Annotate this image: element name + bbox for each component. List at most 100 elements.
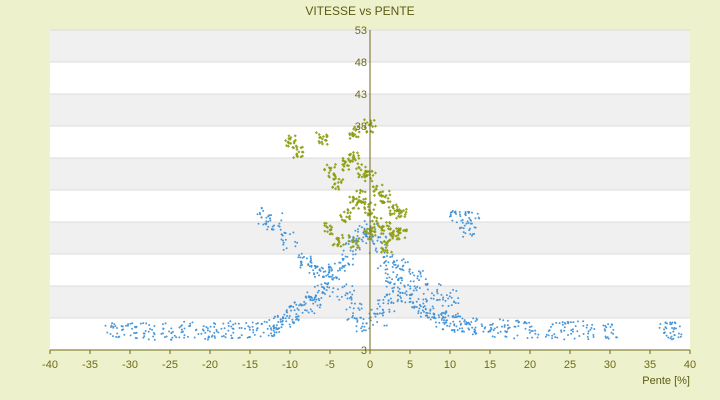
data-point-blue: [340, 266, 343, 269]
data-point-blue: [377, 236, 380, 239]
data-point-blue: [345, 242, 348, 245]
data-point-blue: [361, 330, 364, 333]
data-point-blue: [497, 332, 500, 335]
data-point-blue: [344, 294, 347, 297]
data-point-blue: [370, 308, 373, 311]
data-point-blue: [385, 264, 388, 267]
data-point-blue: [288, 316, 291, 319]
data-point-blue: [461, 327, 464, 330]
data-point-blue: [208, 330, 211, 333]
data-point-olive: [353, 125, 357, 129]
data-point-blue: [376, 320, 379, 323]
data-point-blue: [391, 255, 394, 258]
data-point-blue: [279, 318, 282, 321]
data-point-blue: [131, 327, 134, 330]
data-point-blue: [285, 309, 288, 312]
data-point-blue: [375, 247, 378, 250]
data-point-blue: [312, 298, 315, 301]
data-point-blue: [183, 320, 186, 323]
data-point-blue: [372, 242, 375, 245]
data-point-blue: [324, 270, 327, 273]
data-point-blue: [395, 259, 398, 262]
data-point-blue: [401, 265, 404, 268]
data-point-blue: [603, 328, 606, 331]
data-point-blue: [391, 265, 394, 268]
data-point-blue: [669, 337, 672, 340]
data-point-blue: [384, 243, 387, 246]
data-point-blue: [418, 279, 421, 282]
data-point-blue: [558, 322, 561, 325]
data-point-blue: [467, 321, 470, 324]
data-point-olive: [398, 211, 403, 215]
data-point-blue: [283, 313, 286, 316]
data-point-blue: [393, 283, 396, 286]
data-point-blue: [114, 325, 117, 328]
data-point-blue: [285, 310, 288, 313]
data-point-blue: [227, 329, 230, 332]
data-point-blue: [589, 328, 592, 331]
data-point-blue: [251, 325, 254, 328]
data-point-blue: [360, 327, 363, 330]
data-point-blue: [267, 215, 270, 218]
data-point-blue: [273, 331, 276, 334]
data-point-blue: [288, 306, 291, 309]
data-point-blue: [470, 222, 473, 225]
data-point-blue: [530, 325, 533, 328]
data-point-blue: [202, 329, 205, 332]
data-point-blue: [376, 307, 379, 310]
x-tick-label: -15: [242, 359, 258, 371]
data-point-blue: [222, 335, 225, 338]
data-point-blue: [474, 329, 477, 332]
data-point-blue: [354, 229, 357, 232]
data-point-blue: [393, 260, 396, 263]
data-point-olive: [350, 238, 354, 242]
data-point-blue: [363, 220, 366, 223]
data-point-olive: [292, 146, 296, 150]
x-tick-label: 0: [367, 359, 373, 371]
data-point-blue: [396, 286, 399, 289]
data-point-blue: [432, 307, 435, 310]
data-point-blue: [392, 302, 395, 305]
data-point-blue: [386, 268, 389, 271]
data-point-blue: [462, 231, 465, 234]
data-point-blue: [459, 215, 462, 218]
data-point-blue: [273, 333, 276, 336]
data-point-blue: [306, 291, 309, 294]
data-point-blue: [561, 321, 564, 324]
data-point-blue: [170, 327, 173, 330]
data-point-blue: [275, 324, 278, 327]
data-point-olive: [363, 202, 367, 206]
data-point-blue: [468, 216, 471, 219]
data-point-blue: [299, 266, 302, 269]
data-point-olive: [348, 132, 352, 136]
data-point-blue: [390, 301, 393, 304]
data-point-blue: [125, 324, 128, 327]
data-point-blue: [388, 310, 391, 313]
x-tick-label: -40: [42, 359, 58, 371]
data-point-blue: [259, 335, 262, 338]
data-point-blue: [609, 326, 612, 329]
data-point-blue: [550, 325, 553, 328]
data-point-blue: [444, 299, 447, 302]
data-point-blue: [429, 308, 432, 311]
data-point-blue: [208, 336, 211, 339]
data-point-blue: [404, 292, 407, 295]
data-point-blue: [426, 312, 429, 315]
data-point-blue: [163, 336, 166, 339]
data-point-blue: [449, 213, 452, 216]
data-point-blue: [332, 276, 335, 279]
data-point-blue: [587, 338, 590, 341]
data-point-olive: [336, 238, 340, 242]
data-point-olive: [372, 222, 376, 226]
data-point-olive: [404, 210, 408, 214]
data-point-blue: [415, 306, 418, 309]
data-point-blue: [309, 298, 312, 301]
data-point-blue: [110, 324, 113, 327]
data-point-olive: [390, 212, 394, 216]
data-point-blue: [316, 284, 319, 287]
data-point-blue: [232, 331, 235, 334]
data-point-blue: [319, 303, 322, 306]
data-point-blue: [451, 210, 454, 213]
data-point-blue: [269, 217, 272, 220]
